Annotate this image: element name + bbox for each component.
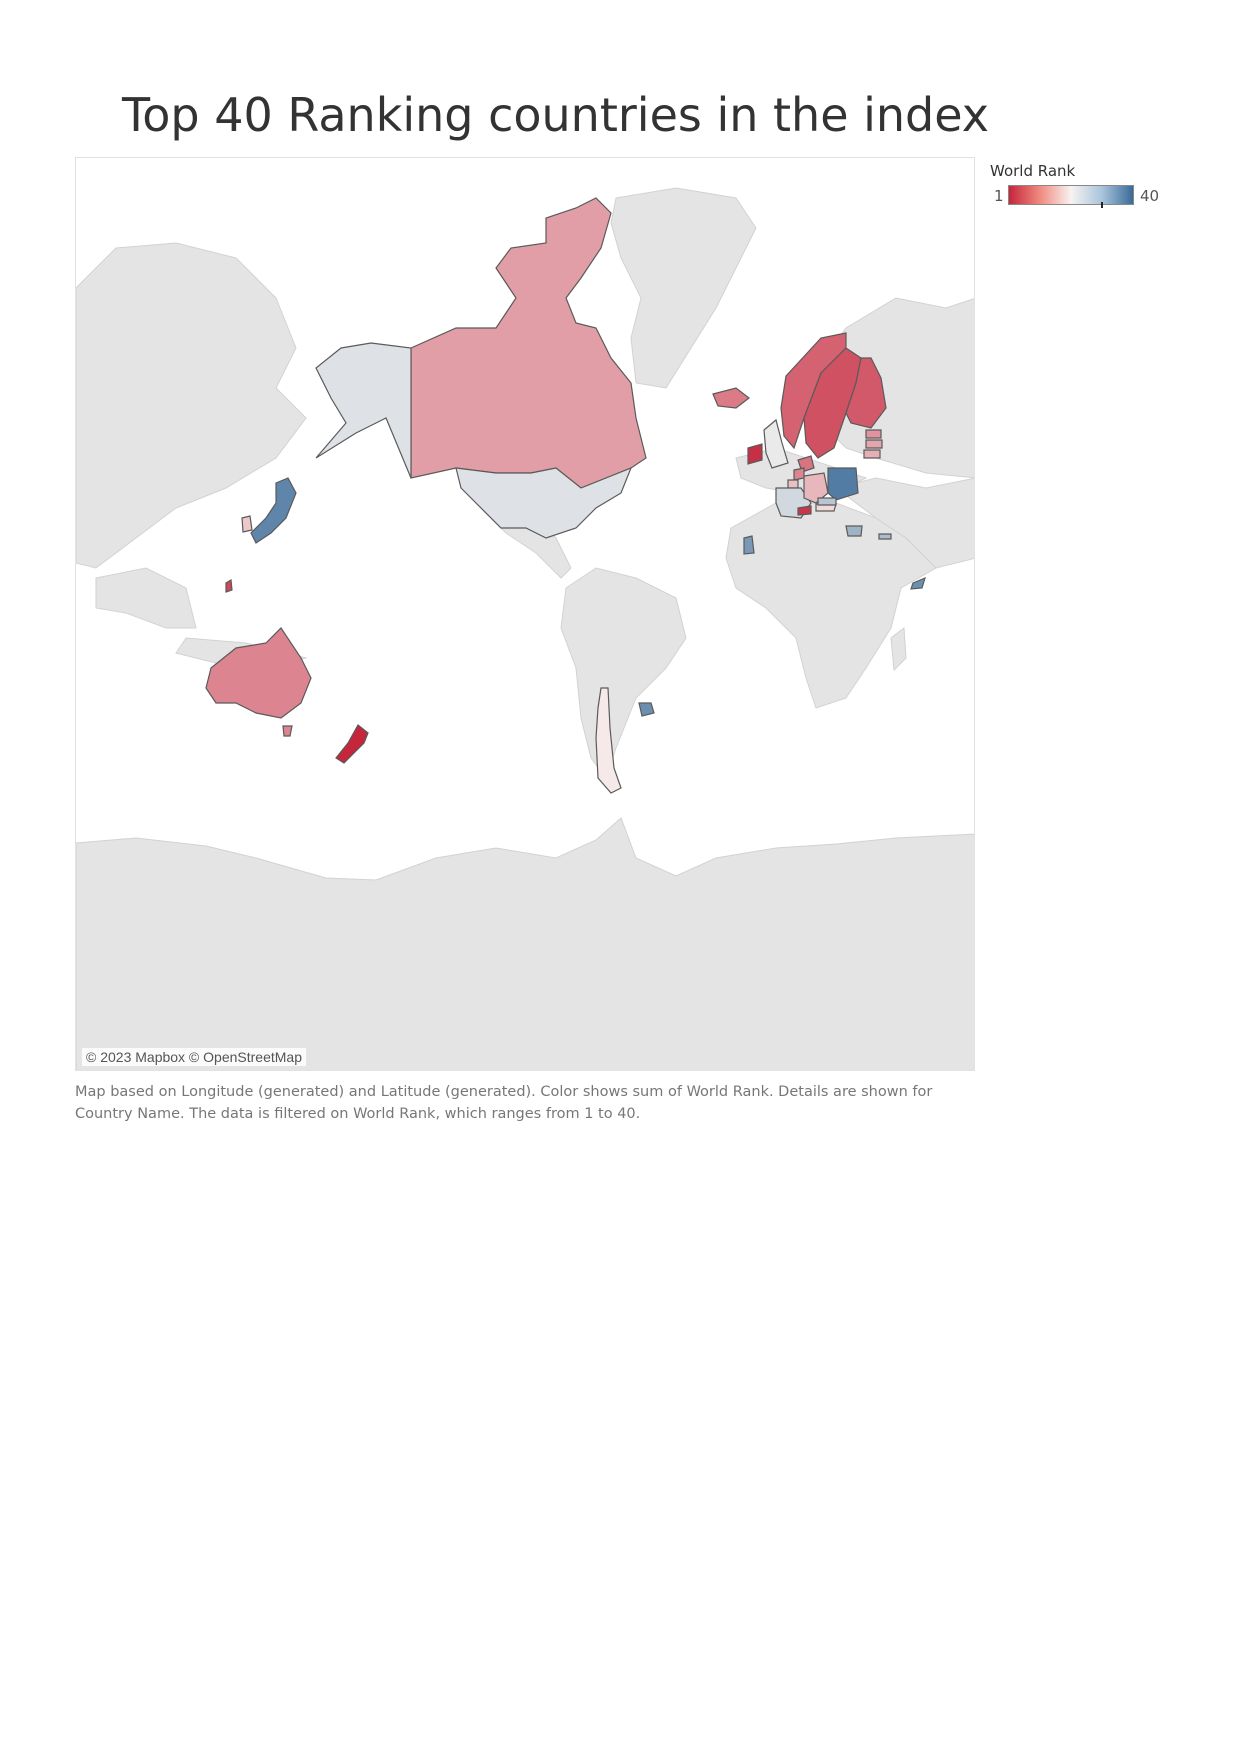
map-attribution[interactable]: © 2023 Mapbox © OpenStreetMap	[82, 1048, 306, 1066]
country-uae[interactable]	[910, 576, 926, 590]
se-asia	[95, 567, 197, 629]
country-sweden[interactable]	[803, 347, 862, 459]
country-australia[interactable]	[205, 627, 312, 719]
asia-west	[76, 242, 307, 569]
color-legend: World Rank 1 40	[990, 162, 1190, 208]
country-chile[interactable]	[595, 687, 622, 794]
map-caption: Map based on Longitude (generated) and L…	[75, 1084, 933, 1122]
country-belgium[interactable]	[787, 479, 799, 489]
country-portugal[interactable]	[743, 535, 755, 555]
legend-min-label: 1	[994, 187, 1004, 205]
map-view[interactable]: © 2023 Mapbox © OpenStreetMap	[75, 157, 975, 1071]
country-estonia[interactable]	[865, 429, 882, 439]
antarctica	[76, 817, 974, 1070]
legend-midpoint-marker	[1100, 202, 1103, 208]
middle-east	[834, 477, 974, 569]
country-ireland[interactable]	[747, 443, 763, 465]
legend-max-label: 40	[1140, 187, 1160, 205]
page-title: Top 40 Ranking countries in the index	[122, 88, 989, 142]
greenland	[610, 187, 757, 389]
legend-title: World Rank	[990, 162, 1076, 180]
country-layer[interactable]	[205, 197, 926, 794]
legend-gradient-bar	[1008, 185, 1134, 205]
country-lithuania[interactable]	[863, 449, 881, 459]
africa	[725, 502, 937, 709]
south-america	[560, 567, 687, 780]
country-poland[interactable]	[827, 467, 859, 501]
world-map[interactable]	[76, 158, 975, 1071]
country-greece[interactable]	[845, 525, 863, 537]
country-netherlands[interactable]	[793, 467, 805, 481]
madagascar	[890, 627, 907, 672]
country-uk[interactable]	[763, 418, 789, 469]
country-cyprus[interactable]	[878, 533, 892, 540]
legend-row: 1 40	[990, 184, 1190, 208]
country-tasmania[interactable]	[282, 725, 293, 737]
base-land	[76, 187, 974, 1070]
country-uruguay[interactable]	[638, 702, 655, 717]
country-iceland[interactable]	[712, 387, 750, 409]
country-new-zealand[interactable]	[335, 724, 369, 764]
country-latvia[interactable]	[865, 439, 883, 449]
country-usa[interactable]	[455, 466, 633, 539]
country-finland[interactable]	[845, 357, 887, 429]
country-alaska[interactable]	[315, 342, 412, 479]
country-japan[interactable]	[250, 477, 297, 544]
country-switzerland[interactable]	[797, 505, 812, 516]
country-taiwan[interactable]	[225, 578, 233, 593]
country-south-korea[interactable]	[241, 515, 253, 533]
country-czechia[interactable]	[817, 497, 837, 506]
